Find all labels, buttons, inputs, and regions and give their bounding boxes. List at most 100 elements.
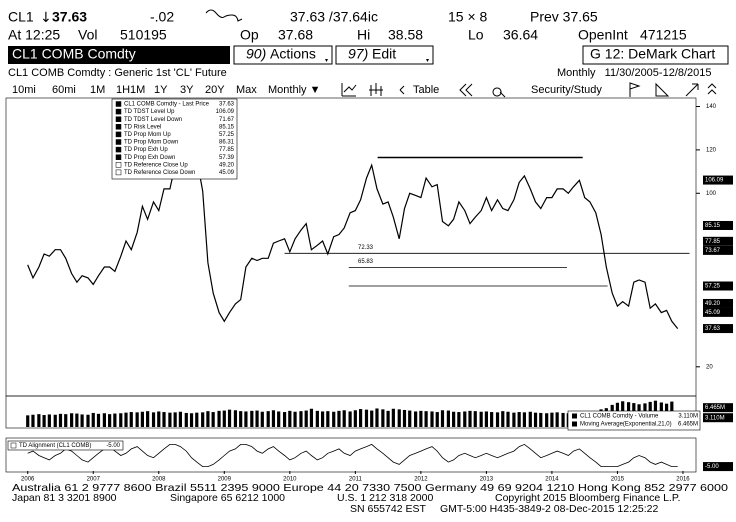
legend-value: 57.39 (219, 155, 235, 161)
security: CL1 COMB Comdty (12, 46, 136, 62)
open-interest-label: OpenInt (578, 27, 628, 43)
volume-bar (26, 415, 30, 427)
net-change: -.02 (150, 9, 174, 25)
period-button[interactable]: 10mi (12, 84, 36, 96)
legend-swatch (115, 124, 122, 130)
function-name: G 12: DeMark Chart (590, 46, 715, 62)
x-tick-label: 2008 (152, 477, 166, 483)
footer-contacts: U.S. 1 212 318 2000 (337, 492, 433, 504)
volume-bar (414, 411, 418, 427)
volume-bar (332, 411, 336, 427)
volume-bar (266, 411, 270, 427)
price-line (27, 106, 679, 329)
legend-label: TD TDST Level Up (124, 109, 175, 115)
volume-bar (58, 413, 63, 427)
volume-bar (402, 409, 407, 427)
volume-label: Vol (78, 27, 97, 43)
table-icon[interactable] (399, 85, 405, 95)
volume-bar (309, 408, 314, 427)
legend-label: TD Alignment (CL1 COMB) (19, 443, 91, 449)
volume-bar (53, 414, 57, 427)
bar-tool-icon[interactable] (369, 83, 383, 96)
table-button[interactable]: Table (413, 84, 439, 96)
volume-bar (178, 411, 182, 427)
date-range: Monthly 11/30/2005-12/8/2015 (557, 67, 712, 79)
volume-bar (512, 412, 516, 427)
x-tick-label: 2012 (414, 477, 428, 483)
footer-contacts: Japan 81 3 3201 8900 (12, 492, 117, 504)
period-button[interactable]: 1M (90, 84, 105, 96)
open-label: Op (240, 27, 259, 43)
period-button[interactable]: Max (236, 84, 257, 96)
period-button[interactable]: 1Y (154, 84, 168, 96)
volume-bar (211, 412, 215, 427)
volume-bar (162, 412, 166, 427)
volume-bar (113, 413, 117, 427)
actions-button[interactable] (233, 45, 333, 65)
high: 38.58 (388, 27, 423, 43)
security-box (8, 46, 230, 64)
legend-swatch (10, 442, 17, 449)
legend-label: TD Prop Exh Down (124, 155, 175, 161)
legend-value: 45.09 (219, 170, 235, 176)
volume-bar (446, 410, 450, 427)
volume-bar (473, 411, 477, 427)
period-button[interactable]: 20Y (205, 84, 225, 96)
open-interest: 471215 (640, 27, 687, 43)
bid-ask-size: 15 × 8 (448, 9, 488, 25)
magnifier-icon[interactable] (492, 87, 506, 98)
price-tag: 57.25 (705, 284, 721, 290)
volume-tag-box (703, 413, 733, 423)
low: 36.64 (503, 27, 538, 43)
expand-icon[interactable] (685, 83, 699, 97)
volume-tag: 3.110M (705, 415, 725, 421)
x-tick-label: 2006 (21, 477, 35, 483)
volume-bar (484, 411, 488, 427)
volume-bar (195, 412, 199, 427)
security-description: CL1 COMB Comdty : Generic 1st 'CL' Futur… (8, 67, 227, 79)
price-tag: 45.09 (705, 310, 721, 316)
previous-close: Prev 37.65 (530, 9, 598, 25)
y-tick-label: 20 (706, 364, 713, 370)
volume-bar (91, 412, 95, 427)
legend-value: 106.09 (216, 109, 235, 115)
footer-contacts: Copyright 2015 Bloomberg Finance L.P. (495, 492, 680, 504)
price-tag-box (703, 298, 733, 308)
price-tag-box (703, 324, 733, 334)
flag-icon[interactable] (629, 82, 641, 97)
legend-label: TD Risk Level (124, 124, 161, 130)
volume-bar (37, 414, 41, 427)
security-study-button[interactable]: Security/Study (531, 84, 602, 96)
volume-bar (157, 411, 161, 427)
price-tag: 37.63 (705, 326, 721, 332)
volume-bar (386, 410, 390, 427)
legend-swatch (115, 139, 122, 145)
period-button[interactable]: 3Y (180, 84, 194, 96)
line-tool-icon[interactable] (341, 83, 357, 97)
volume-bar (517, 412, 521, 427)
legend-swatch (572, 421, 577, 427)
volume-bar (299, 411, 303, 427)
volume-bar (304, 410, 308, 427)
annotate-icon[interactable] (655, 82, 670, 97)
collapse-icon[interactable] (707, 83, 717, 95)
legend-value: 6.465M (678, 422, 698, 428)
legend-swatch (115, 146, 122, 153)
volume-bar (288, 410, 292, 427)
volume-bar (435, 412, 439, 427)
panel-frame (5, 437, 697, 473)
volume-bar (479, 411, 483, 427)
legend-value: 3.110M (678, 414, 698, 420)
y-tick-label: 120 (706, 147, 717, 153)
zoom-icon[interactable] (459, 83, 473, 97)
edit-button[interactable] (335, 45, 434, 65)
volume-bar (239, 411, 243, 427)
frequency-dropdown[interactable]: Monthly ▼ (268, 84, 320, 96)
period-button[interactable]: 60mi (52, 84, 76, 96)
legend-swatch (115, 101, 122, 107)
period-button[interactable]: 1H1M (116, 84, 145, 96)
volume-bar (47, 414, 51, 427)
price-tag-box (703, 220, 733, 230)
